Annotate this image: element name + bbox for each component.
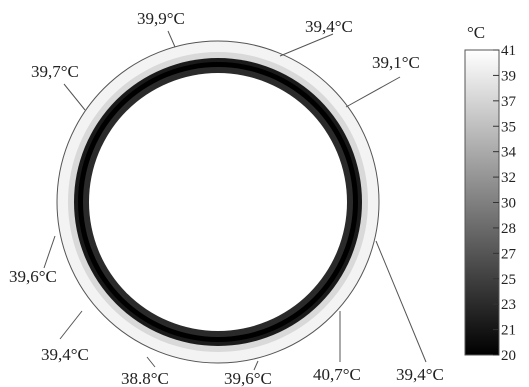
leader-lines: [43, 30, 427, 371]
colorbar-tick-label: 23: [501, 297, 516, 313]
annotation-upper-right-1: 39,4°C: [305, 17, 353, 36]
leader-top: [167, 30, 176, 48]
leader-upper-right-2: [345, 76, 401, 108]
colorbar-tick-label: 25: [501, 272, 516, 288]
annotation-lower-left: 39,4°C: [41, 345, 89, 364]
annotation-bottom-right-2: 39,4°C: [396, 365, 444, 384]
colorbar-tick-label: 20: [501, 348, 516, 364]
colorbar-tick-label: 32: [501, 170, 516, 186]
colorbar-ticks: 41 39 37 35 34 32 30 28 27 25 23 21 20: [493, 43, 517, 364]
annotation-top: 39,9°C: [137, 9, 185, 28]
annotation-upper-left: 39,7°C: [31, 62, 79, 81]
colorbar-unit: °C: [467, 23, 485, 42]
annotation-left: 39,6°C: [9, 267, 57, 286]
colorbar-tick-label: 34: [501, 145, 517, 161]
colorbar-tick-label: 28: [501, 221, 516, 237]
ring-interior: [89, 73, 347, 331]
annotation-bottom-mid: 39,6°C: [224, 369, 272, 387]
leader-bottom-right-2: [375, 240, 427, 363]
colorbar-tick-label: 27: [501, 246, 517, 262]
colorbar-tick-label: 39: [501, 68, 516, 84]
leader-upper-right-1: [279, 33, 334, 57]
annotation-upper-right-2: 39,1°C: [372, 53, 420, 72]
colorbar-tick-label: 35: [501, 119, 516, 135]
leader-bottom-mid: [253, 360, 259, 371]
colorbar-tick-label: 30: [501, 196, 516, 212]
annotation-bottom-right-1: 40,7°C: [313, 365, 361, 384]
colorbar-tick-label: 21: [501, 323, 516, 339]
colorbar-tick-label: 41: [501, 43, 516, 59]
colorbar-tick-label: 37: [501, 94, 517, 110]
annotation-bottom-left: 38.8°C: [121, 369, 169, 387]
temperature-annotations: 39,9°C 39,4°C 39,1°C 39,7°C 39,6°C 39,4°…: [9, 9, 444, 387]
leader-lower-left: [59, 310, 83, 340]
leader-left: [43, 235, 56, 269]
leader-bottom-left: [146, 356, 156, 368]
leader-upper-left: [63, 83, 86, 111]
colorbar: °C 41 39 37 35 34 32 30 28 27 25 23 21 20: [464, 23, 517, 364]
